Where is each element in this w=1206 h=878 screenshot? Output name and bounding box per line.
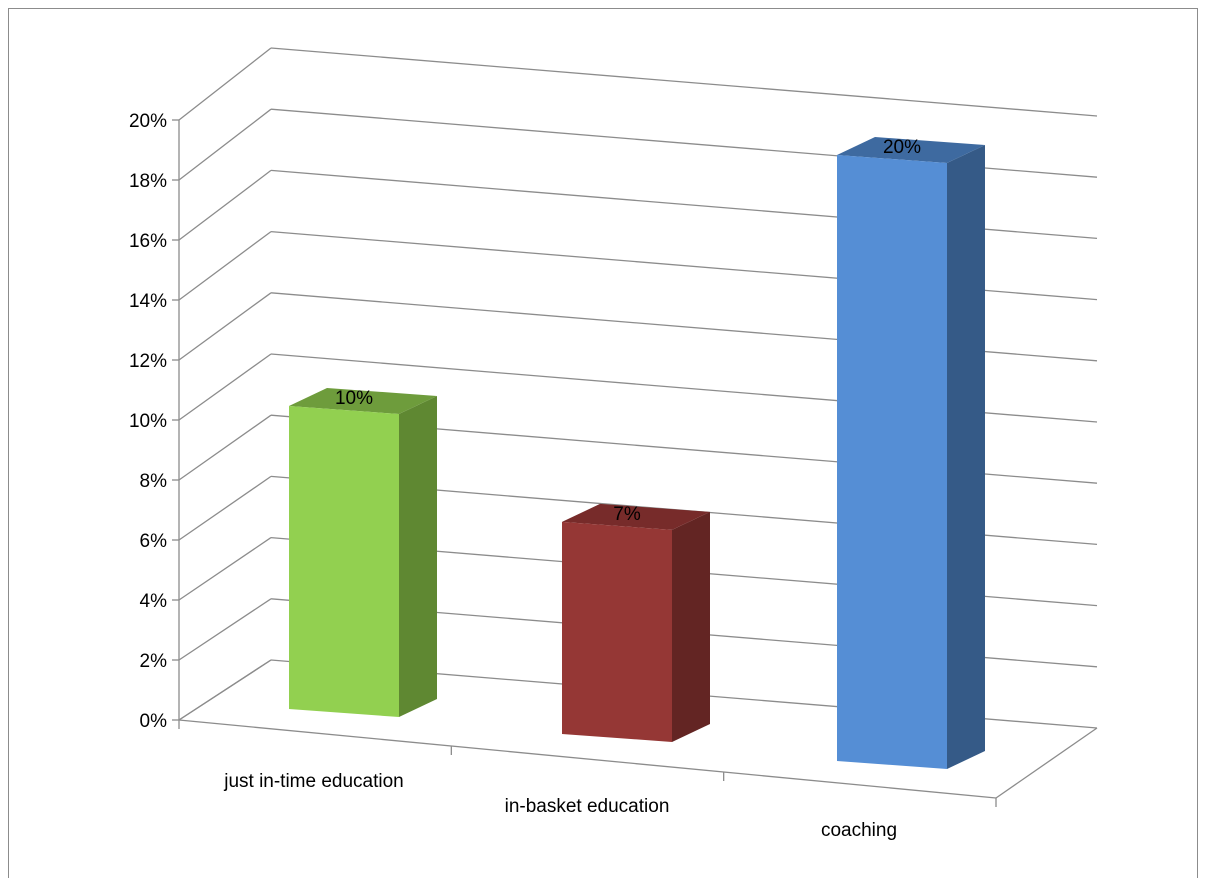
bar-top xyxy=(562,503,710,530)
gridline-side xyxy=(178,414,272,481)
gridline-side xyxy=(178,537,272,601)
gridline-side xyxy=(178,598,272,661)
bar-side xyxy=(947,145,985,769)
y-tick-label: 4% xyxy=(140,591,168,612)
bar-side xyxy=(399,396,437,717)
bar-top xyxy=(837,137,985,163)
gridline-side xyxy=(178,47,272,121)
category-label: just in-time education xyxy=(223,771,404,792)
category-labels: just in-time education in-basket educatio… xyxy=(223,771,897,841)
y-tick-label: 6% xyxy=(140,531,168,552)
y-tick-label: 18% xyxy=(129,171,167,192)
bars xyxy=(289,137,985,769)
gridline-side xyxy=(178,169,272,241)
y-tick-label: 14% xyxy=(129,291,167,312)
bar-front xyxy=(562,521,672,742)
y-tick-label: 8% xyxy=(140,471,168,492)
y-tick-label: 12% xyxy=(129,351,167,372)
bar-chart-3d: 0% 2% 4% 6% 8% 10% 12% 14% 16% 18% 20% 10% 7% 20% ju… xyxy=(129,47,1098,841)
bar-side xyxy=(672,511,710,742)
gridline-side xyxy=(178,292,272,361)
bar-2 xyxy=(562,503,710,742)
y-axis-ticks: 0% 2% 4% 6% 8% 10% 12% 14% 16% 18% 20% xyxy=(129,111,179,732)
bar-3 xyxy=(837,137,985,769)
gridline-side xyxy=(178,475,272,541)
category-label: coaching xyxy=(821,820,897,841)
data-label: 10% xyxy=(335,388,373,409)
gridline-back xyxy=(270,47,1098,117)
floor-right-edge xyxy=(995,727,1098,799)
bar-front xyxy=(289,406,399,717)
data-label: 20% xyxy=(883,137,921,158)
bar-1 xyxy=(289,388,437,717)
bar-top xyxy=(289,388,437,414)
data-label: 7% xyxy=(613,504,641,525)
bar-front xyxy=(837,155,947,769)
y-tick-label: 2% xyxy=(140,651,168,672)
category-axis xyxy=(178,719,997,799)
chart-frame: 0% 2% 4% 6% 8% 10% 12% 14% 16% 18% 20% 10% 7% 20% ju… xyxy=(8,8,1198,878)
gridline-side xyxy=(178,108,272,181)
y-tick-label: 0% xyxy=(140,711,168,732)
gridline-side xyxy=(178,231,272,301)
gridline-side xyxy=(178,659,272,721)
gridline-side xyxy=(178,353,272,421)
y-tick-label: 10% xyxy=(129,411,167,432)
category-label: in-basket education xyxy=(505,796,670,817)
y-tick-label: 20% xyxy=(129,111,167,132)
y-tick-label: 16% xyxy=(129,231,167,252)
data-labels: 10% 7% 20% xyxy=(335,137,921,525)
